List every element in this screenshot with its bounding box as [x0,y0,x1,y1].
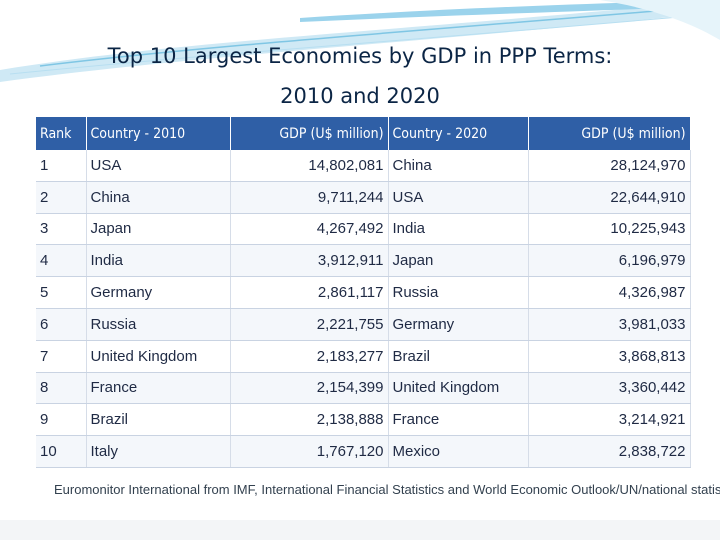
cell-gdp-2010: 4,267,492 [230,213,389,246]
header-gdp-2010: GDP (U$ million) [230,117,389,150]
cell-country-2010: USA [86,150,231,182]
cell-gdp-2010: 14,802,081 [230,150,389,182]
cell-gdp-2020: 3,214,921 [528,403,691,437]
cell-country-2010: Japan [86,213,231,246]
table-row: 7 United Kingdom 2,183,277 Brazil 3,868,… [36,340,691,373]
cell-gdp-2010: 1,767,120 [230,435,389,468]
cell-rank: 9 [36,403,87,437]
cell-gdp-2020: 10,225,943 [528,213,691,246]
cell-country-2020: Brazil [388,340,529,373]
table-row: 10 Italy 1,767,120 Mexico 2,838,722 [36,435,691,468]
cell-rank: 6 [36,308,87,341]
cell-gdp-2010: 9,711,244 [230,181,389,214]
table-row: 4 India 3,912,911 Japan 6,196,979 [36,244,691,278]
decorative-swoosh [0,0,720,82]
cell-gdp-2010: 3,912,911 [230,244,389,278]
cell-gdp-2020: 3,981,033 [528,308,691,341]
gdp-table-container: Rank Country - 2010 GDP (U$ million) Cou… [36,117,691,468]
cell-gdp-2010: 2,861,117 [230,276,389,309]
table-row: 3 Japan 4,267,492 India 10,225,943 [36,213,691,246]
cell-rank: 3 [36,213,87,246]
cell-country-2010: Germany [86,276,231,309]
cell-country-2010: China [86,181,231,214]
table-row: 1 USA 14,802,081 China 28,124,970 [36,150,691,182]
cell-gdp-2020: 3,868,813 [528,340,691,373]
header-rank: Rank [36,117,87,150]
table-header-row: Rank Country - 2010 GDP (U$ million) Cou… [36,117,691,150]
table-row: 8 France 2,154,399 United Kingdom 3,360,… [36,372,691,405]
table-row: 6 Russia 2,221,755 Germany 3,981,033 [36,308,691,341]
cell-rank: 1 [36,150,87,182]
footer-band [0,520,720,540]
cell-country-2010: Brazil [86,403,231,437]
cell-rank: 2 [36,181,87,214]
cell-gdp-2020: 4,326,987 [528,276,691,309]
cell-country-2010: Russia [86,308,231,341]
cell-country-2020: India [388,213,529,246]
cell-country-2010: Italy [86,435,231,468]
cell-gdp-2020: 22,644,910 [528,181,691,214]
cell-rank: 10 [36,435,87,468]
cell-gdp-2010: 2,154,399 [230,372,389,405]
cell-country-2010: United Kingdom [86,340,231,373]
cell-gdp-2020: 3,360,442 [528,372,691,405]
cell-rank: 4 [36,244,87,278]
cell-rank: 7 [36,340,87,373]
header-gdp-2020: GDP (U$ million) [528,117,691,150]
cell-country-2020: Germany [388,308,529,341]
cell-gdp-2020: 2,838,722 [528,435,691,468]
table-body: 1 USA 14,802,081 China 28,124,970 2 Chin… [36,150,691,468]
cell-gdp-2020: 28,124,970 [528,150,691,182]
header-country-2020: Country - 2020 [388,117,529,150]
cell-rank: 8 [36,372,87,405]
cell-gdp-2010: 2,183,277 [230,340,389,373]
slide-title: Top 10 Largest Economies by GDP in PPP T… [0,36,720,116]
table-row: 5 Germany 2,861,117 Russia 4,326,987 [36,276,691,309]
table-row: 9 Brazil 2,138,888 France 3,214,921 [36,403,691,437]
cell-gdp-2020: 6,196,979 [528,244,691,278]
source-note: Euromonitor International from IMF, Inte… [54,482,720,497]
cell-country-2020: Japan [388,244,529,278]
title-line-1: Top 10 Largest Economies by GDP in PPP T… [107,44,613,68]
cell-country-2020: United Kingdom [388,372,529,405]
cell-country-2020: France [388,403,529,437]
title-line-2: 2010 and 2020 [280,84,440,108]
cell-country-2010: India [86,244,231,278]
gdp-table: Rank Country - 2010 GDP (U$ million) Cou… [36,117,691,468]
cell-country-2010: France [86,372,231,405]
table-row: 2 China 9,711,244 USA 22,644,910 [36,181,691,214]
cell-country-2020: Mexico [388,435,529,468]
cell-gdp-2010: 2,221,755 [230,308,389,341]
cell-country-2020: Russia [388,276,529,309]
cell-country-2020: USA [388,181,529,214]
cell-country-2020: China [388,150,529,182]
header-country-2010: Country - 2010 [86,117,231,150]
cell-rank: 5 [36,276,87,309]
cell-gdp-2010: 2,138,888 [230,403,389,437]
